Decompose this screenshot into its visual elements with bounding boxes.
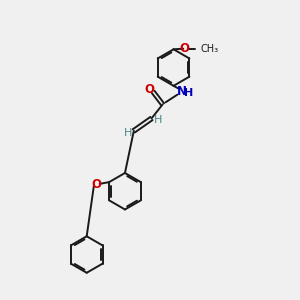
Text: H: H	[184, 88, 193, 98]
Text: H: H	[124, 128, 132, 138]
Text: O: O	[92, 178, 102, 191]
Text: H: H	[154, 115, 162, 125]
Text: CH₃: CH₃	[200, 44, 218, 54]
Text: O: O	[145, 82, 155, 95]
Text: N: N	[177, 85, 187, 98]
Text: O: O	[180, 42, 190, 55]
